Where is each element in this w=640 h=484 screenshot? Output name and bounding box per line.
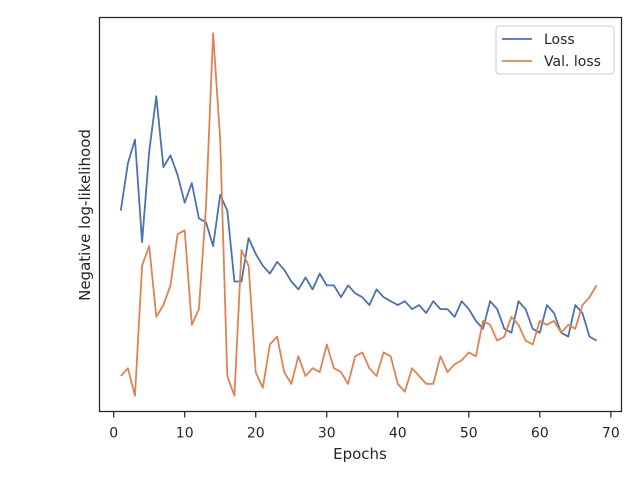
x-tick-label: 60 xyxy=(531,426,549,442)
legend: Loss Val. loss xyxy=(495,25,615,75)
x-tick-label: 30 xyxy=(318,426,336,442)
legend-label-loss: Loss xyxy=(544,32,575,48)
series-line-val-loss xyxy=(120,32,598,397)
x-tick-label: 70 xyxy=(602,426,620,442)
x-tick-label: 40 xyxy=(389,426,407,442)
x-tick-label: 50 xyxy=(460,426,478,442)
series-layer xyxy=(119,32,598,397)
x-tick-label: 20 xyxy=(247,426,265,442)
legend-frame xyxy=(495,25,615,75)
plot-area-border xyxy=(98,16,623,413)
series-line-loss xyxy=(119,95,598,342)
x-axis-label: Epochs xyxy=(333,445,387,463)
x-tick-label: 10 xyxy=(176,426,194,442)
legend-label-val-loss: Val. loss xyxy=(544,54,601,70)
y-axis-label: Negative log-likelihood xyxy=(76,129,94,301)
x-axis: 0 10 20 30 40 50 60 70 xyxy=(109,411,620,442)
x-tick-label: 0 xyxy=(109,426,118,442)
